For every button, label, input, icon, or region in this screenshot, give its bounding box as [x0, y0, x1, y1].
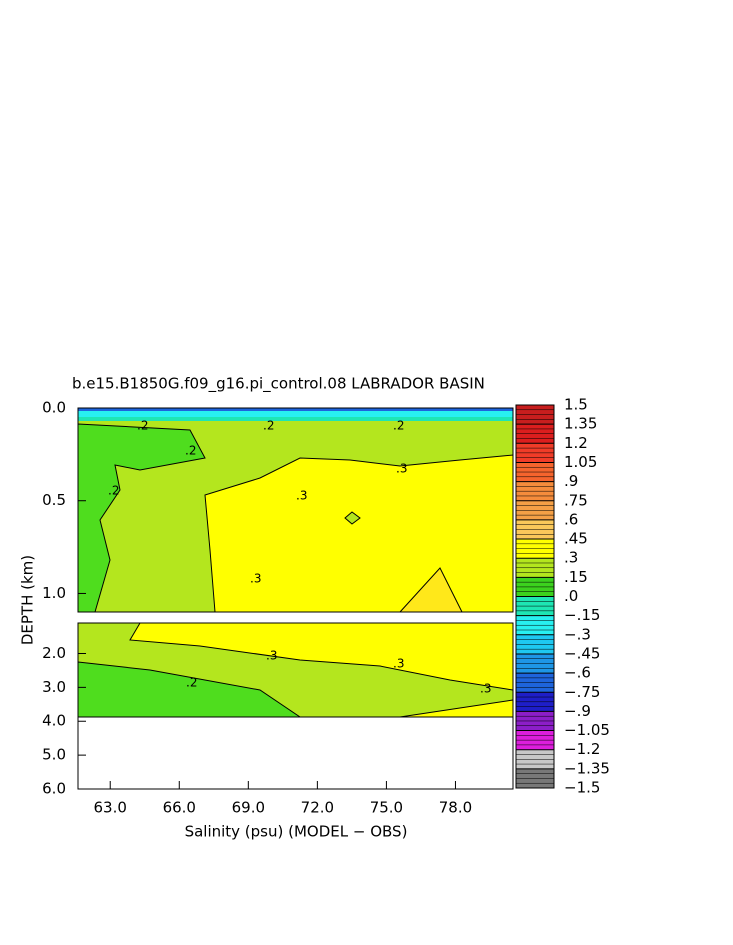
contour-label: .3: [480, 682, 491, 696]
x-tick-label: 78.0: [439, 799, 472, 817]
contour-label: .3: [266, 649, 277, 663]
colorbar-label: 1.5: [564, 396, 588, 414]
contour-label: .3: [396, 462, 407, 476]
x-tick-label: 72.0: [301, 799, 334, 817]
colorbar-label: 1.35: [564, 415, 597, 433]
colorbar-label: .15: [564, 568, 588, 586]
colorbar-label: .75: [564, 491, 588, 509]
x-tick-label: 69.0: [232, 799, 265, 817]
contour-label: .2: [186, 676, 197, 690]
x-axis-label: Salinity (psu) (MODEL − OBS): [185, 823, 408, 841]
y-tick-label: 0.5: [42, 491, 66, 509]
colorbar-label: .6: [564, 510, 578, 528]
chart-title: b.e15.B1850G.f09_g16.pi_control.08 LABRA…: [72, 375, 485, 394]
colorbar-label: −1.2: [564, 740, 600, 758]
x-tick-label: 66.0: [163, 799, 196, 817]
contour-label: .3: [296, 489, 307, 503]
colorbar-label: −.75: [564, 683, 600, 701]
y-tick-label: 4.0: [42, 712, 66, 730]
colorbar-label: .9: [564, 472, 578, 490]
y-tick-label: 1.0: [42, 584, 66, 602]
colorbar-label: .0: [564, 587, 578, 605]
colorbar-label: −1.05: [564, 721, 610, 739]
colorbar-label: .3: [564, 549, 578, 567]
colorbar-label: −.6: [564, 664, 591, 682]
colorbar-label: .45: [564, 530, 588, 548]
top-panel-fill: [77, 407, 514, 613]
y-axis-label: DEPTH (km): [19, 555, 37, 645]
y-tick-label: 0.0: [42, 399, 66, 417]
contour-label: .2: [263, 419, 274, 433]
colorbar-frame: [515, 404, 555, 789]
colorbar-label: −1.35: [564, 759, 610, 777]
y-tick-label: 6.0: [42, 780, 66, 798]
contour-label: .2: [393, 419, 404, 433]
y-tick-label: 5.0: [42, 746, 66, 764]
colorbar-label: −.15: [564, 606, 600, 624]
contour-label: .3: [393, 657, 404, 671]
colorbar-label: −.9: [564, 702, 591, 720]
colorbar-label: −.3: [564, 625, 591, 643]
contour-label: .2: [108, 484, 119, 498]
colorbar-label: −1.5: [564, 779, 600, 797]
colorbar-label: 1.05: [564, 453, 597, 471]
y-tick-label: 2.0: [42, 644, 66, 662]
y-tick-label: 3.0: [42, 678, 66, 696]
contour-label: .2: [137, 419, 148, 433]
colorbar-label: 1.2: [564, 434, 588, 452]
x-tick-label: 75.0: [370, 799, 403, 817]
bottom-panel-fill: [77, 622, 514, 790]
contour-labels: .2 .2 .2 .2 .2 .3 .3 .3 .3 .3 .3 .2: [108, 419, 491, 696]
colorbar-label: −.45: [564, 644, 600, 662]
contour-label: .2: [185, 444, 196, 458]
contour-label: .3: [250, 572, 261, 586]
x-tick-label: 63.0: [94, 799, 127, 817]
